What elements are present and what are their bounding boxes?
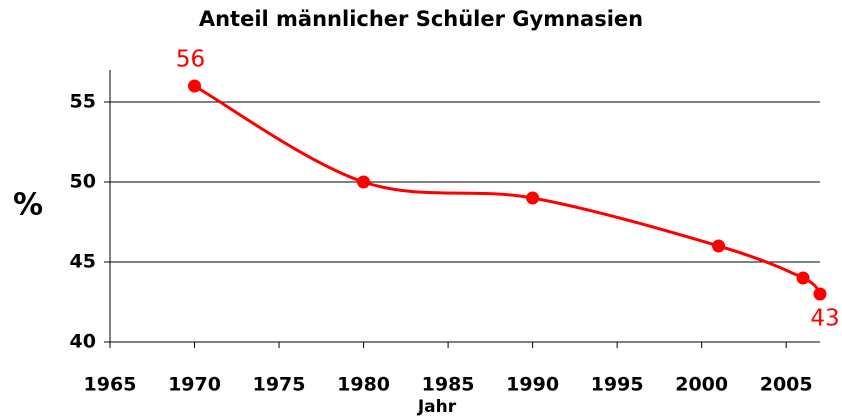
x-tick-label: 1990 (506, 374, 559, 396)
line (193, 84, 822, 296)
point (526, 191, 540, 205)
x-tick-label: 1965 (84, 374, 137, 396)
x-tick-label: 1980 (337, 374, 390, 396)
x-tick-label: 2000 (675, 374, 728, 396)
x-tick-label: 1975 (253, 374, 306, 396)
point (796, 271, 810, 285)
y-axis-label: % (13, 188, 43, 223)
y-tick-label: 50 (70, 171, 96, 193)
x-tick-label: 1985 (422, 374, 475, 396)
point (813, 287, 827, 301)
y-tick-label: 45 (70, 251, 96, 273)
point (712, 239, 726, 253)
point (357, 175, 371, 189)
y-tick-label: 55 (70, 91, 96, 113)
chart-title: Anteil männlicher Schüler Gymnasien (199, 7, 643, 31)
x-axis-label: Jahr (417, 397, 457, 417)
data-label: 56 (176, 47, 205, 73)
x-tick-label: 1970 (168, 374, 221, 396)
x-tick-label: 2005 (760, 374, 813, 396)
point (188, 79, 202, 93)
y-tick-label: 40 (70, 331, 96, 353)
x-tick-label: 1995 (591, 374, 644, 396)
data-label: 43 (810, 306, 839, 332)
